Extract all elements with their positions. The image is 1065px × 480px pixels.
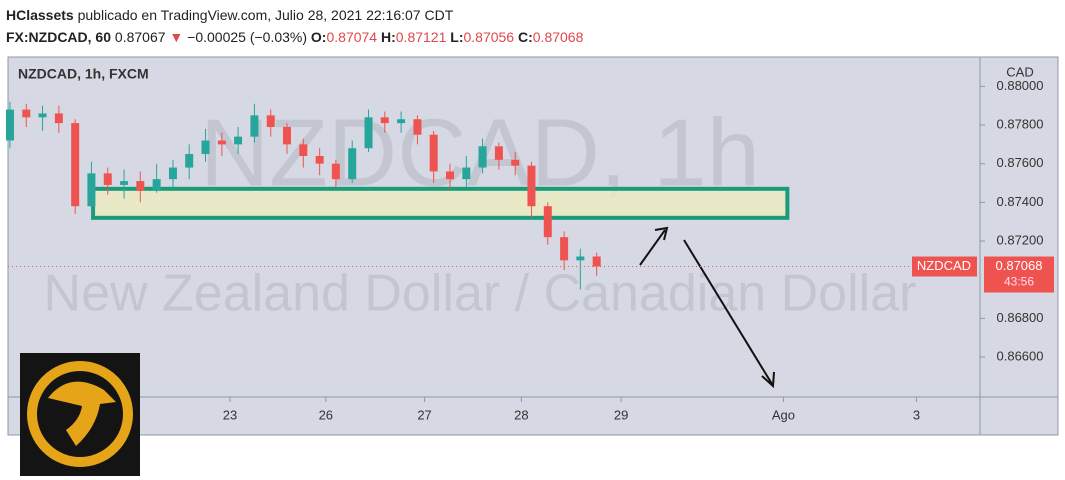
arrow	[683, 239, 773, 385]
symbol: FX:NZDCAD, 60	[6, 29, 112, 45]
candle-body	[462, 167, 471, 180]
ohlc-value: 0.87074	[326, 29, 378, 45]
candle-body	[38, 113, 47, 118]
candle-body	[429, 134, 438, 172]
candle-body	[136, 181, 145, 191]
logo-eagle	[48, 381, 116, 446]
currency: CAD	[1006, 64, 1033, 79]
header: HClassets publicado en TradingView.com, …	[6, 4, 583, 48]
candle-body	[5, 109, 14, 141]
x-tick-label: 3	[913, 407, 920, 422]
candle-body	[71, 123, 80, 207]
ohlc-label: O:	[310, 29, 327, 45]
header-line: FX:NZDCAD, 60 0.87067 ▼ −0.00025 (−0.03%…	[6, 26, 583, 48]
candle-body	[560, 237, 569, 261]
chart-panel	[7, 56, 1059, 436]
chart-title: NZDCAD, 1h, FXCM	[18, 66, 149, 82]
x-tick-label: 23	[223, 407, 237, 422]
arrow-head	[654, 226, 669, 241]
candle-body	[234, 136, 243, 145]
ohlc-label: C:	[517, 29, 533, 45]
candle-body	[168, 167, 177, 180]
ohlc-label: L:	[450, 29, 464, 45]
last-symbol: NZDCAD	[917, 258, 971, 273]
candle-body	[364, 117, 373, 149]
candle-body	[543, 206, 552, 238]
y-tick-label: 0.87800	[997, 116, 1044, 131]
candle-body	[217, 140, 226, 145]
candle-body	[592, 256, 601, 267]
y-tick-label: 0.88000	[997, 78, 1044, 93]
candle-body	[576, 256, 585, 261]
candle-body	[380, 117, 389, 124]
candle-body	[413, 119, 422, 135]
candle-body	[282, 126, 291, 145]
ohlc-value: 0.87068	[532, 29, 584, 45]
x-tick-label: 26	[319, 407, 333, 422]
header-line: HClassets publicado en TradingView.com, …	[6, 4, 583, 26]
ohlc-label: H:	[380, 29, 396, 45]
candle-body	[511, 159, 520, 166]
y-tick-label: 0.86800	[997, 310, 1044, 325]
y-tick-label: 0.87200	[997, 232, 1044, 247]
candle-body	[397, 119, 406, 124]
candle-body	[120, 181, 129, 185]
candle-body	[315, 155, 324, 164]
candle-body	[87, 173, 96, 207]
x-tick-label: 27	[417, 407, 431, 422]
zone	[91, 186, 790, 220]
candle-body	[201, 140, 210, 155]
candle-body	[54, 113, 63, 124]
price: 0.87067	[114, 29, 166, 45]
candle-body	[299, 144, 308, 156]
last-price: 0.87068	[996, 258, 1043, 273]
arrow: ▼	[169, 29, 184, 45]
candle-body	[22, 109, 31, 118]
x-tick-label: 28	[514, 407, 528, 422]
symbol-box	[912, 256, 977, 277]
candle-body	[527, 165, 536, 207]
published: publicado en TradingView.com, Julio 28, …	[77, 7, 454, 23]
ohlc-value: 0.87121	[395, 29, 447, 45]
price-box	[984, 256, 1054, 293]
y-tick-label: 0.86600	[997, 348, 1044, 363]
change: −0.00025 (−0.03%)	[187, 29, 308, 45]
x-tick-label: Ago	[772, 407, 795, 422]
candle-body	[266, 115, 275, 127]
candle-body	[331, 163, 340, 180]
candle-body	[250, 115, 259, 137]
candle-body	[445, 171, 454, 180]
candle-body	[494, 146, 503, 160]
arrow-head	[761, 371, 775, 389]
y-tick-label: 0.87400	[997, 194, 1044, 209]
candle-body	[152, 179, 161, 191]
candle-body	[348, 148, 357, 180]
watermark-subtitle: New Zealand Dollar / Canadian Dollar	[44, 265, 917, 323]
logo-ring	[27, 361, 133, 467]
x-tick-label: 29	[614, 407, 628, 422]
candle-body	[185, 154, 194, 168]
plot	[5, 101, 790, 290]
arrow	[639, 229, 666, 266]
author: HClassets	[6, 7, 74, 23]
y-tick-label: 0.87600	[997, 155, 1044, 170]
ohlc: O:0.87074 H:0.87121 L:0.87056 C:0.87068	[311, 29, 583, 45]
candle-body	[103, 173, 112, 185]
countdown: 43:56	[1004, 275, 1034, 289]
candle-body	[478, 146, 487, 168]
ohlc-value: 0.87056	[463, 29, 515, 45]
